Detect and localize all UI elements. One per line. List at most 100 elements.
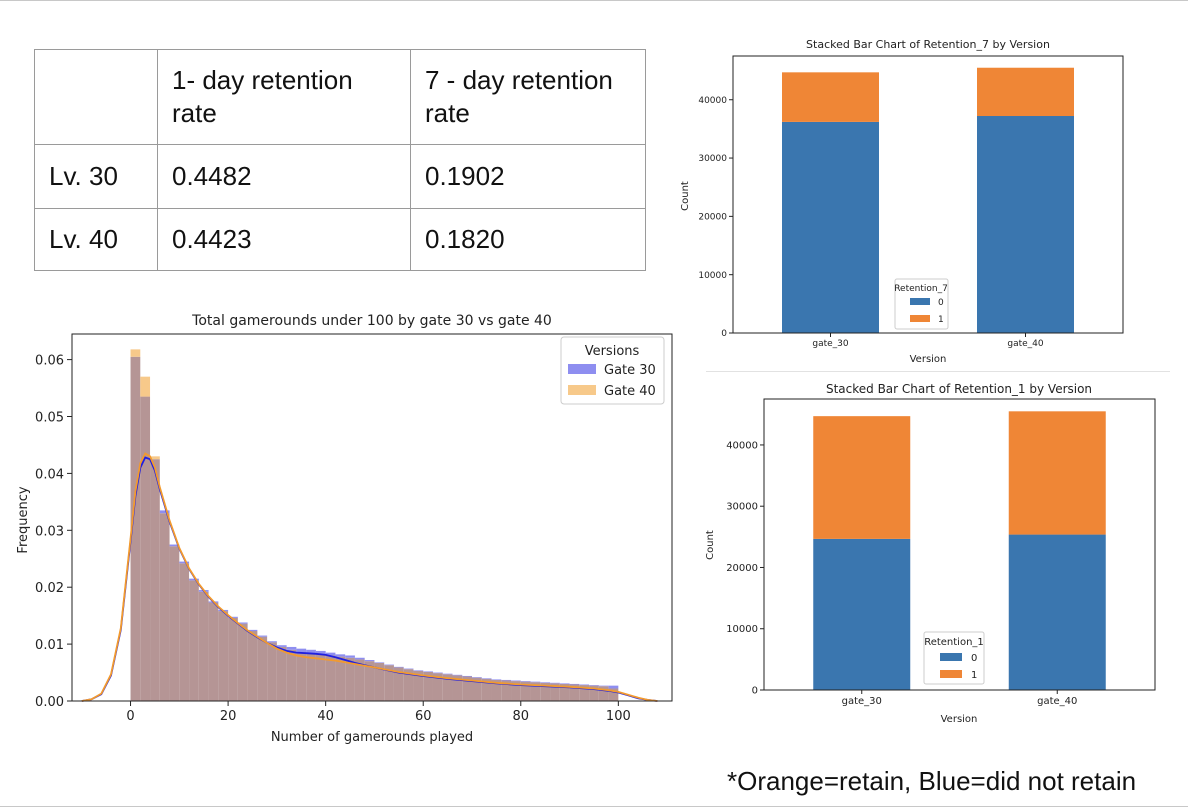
hist-bar-overlap	[511, 681, 521, 701]
legend-swatch-0	[910, 298, 930, 305]
hist-bar-gate30	[501, 679, 512, 681]
y-tick-label: 40000	[698, 96, 727, 106]
bar-segment-0	[782, 121, 879, 333]
hist-legend: Versions Gate 30 Gate 40	[560, 336, 665, 405]
r7-plot-area: gate_30 gate_40 0 10000 20000 30000 40000	[698, 55, 1124, 349]
hist-bar-gate30	[540, 682, 551, 683]
hist-bar-overlap	[384, 665, 394, 701]
hist-bar-gate30	[403, 668, 414, 670]
hist-plot-area: 0 20 40 60 80 100 0.00 0.01 0.02 0.03 0.04 0.05 0.06	[35, 333, 673, 724]
y-tick-label: 20000	[726, 563, 758, 574]
hist-bar-overlap	[530, 682, 541, 701]
hist-bar-gate30	[452, 674, 463, 676]
x-tick-label: gate_40	[1007, 339, 1044, 349]
row-label: Lv. 30	[34, 144, 158, 209]
hist-bar-gate30	[345, 655, 355, 658]
hist-bar-gate30	[335, 654, 346, 657]
hist-bar-overlap	[442, 674, 453, 701]
retention-table: 1- day retention rate 7 - day retention …	[34, 49, 646, 271]
hist-bar-overlap	[140, 396, 151, 701]
hist-bar-gate30	[384, 664, 394, 666]
y-tick-label: 0.02	[35, 581, 64, 596]
hist-bar-overlap	[550, 683, 560, 701]
x-tick-label: 100	[606, 709, 631, 724]
x-tick-label: 80	[513, 709, 530, 724]
bar-segment-1	[813, 416, 911, 539]
header-1day: 1- day retention rate	[157, 49, 411, 145]
hist-bar-gate30	[276, 645, 287, 647]
r1-plot-area: gate_30 gate_40 0 10000 20000 30000 40000	[726, 398, 1156, 707]
bar-segment-1	[1008, 411, 1106, 535]
hist-bar-overlap	[501, 680, 512, 701]
hist-xlabel: Number of gamerounds played	[271, 730, 473, 745]
legend-swatch-gate40	[568, 385, 596, 395]
cell-value: 0.1902	[410, 144, 646, 209]
hist-bar-overlap	[579, 685, 590, 701]
hist-bar-overlap	[218, 611, 229, 701]
color-note: *Orange=retain, Blue=did not retain	[727, 766, 1137, 796]
chart-divider	[706, 371, 1170, 372]
y-tick-label: 0.04	[35, 467, 64, 482]
hist-bar-gate30	[325, 652, 336, 656]
hist-bar-overlap	[198, 591, 209, 701]
y-tick-label: 0.01	[35, 638, 64, 653]
hist-bar-gate30	[179, 561, 190, 564]
hist-bar-overlap	[354, 659, 365, 701]
hist-bar-gate30	[520, 681, 531, 682]
legend-title: Versions	[585, 344, 640, 359]
y-tick-label: 20000	[698, 213, 727, 223]
legend-label-1: 1	[938, 315, 944, 325]
x-tick-label: gate_30	[842, 696, 882, 707]
hist-bar-overlap	[335, 656, 346, 701]
hist-bar-overlap	[257, 636, 268, 701]
r1-xlabel: Version	[941, 714, 978, 725]
hist-bar-gate30	[589, 685, 599, 686]
hist-bar-gate30	[267, 641, 277, 643]
bar-segment-1	[782, 72, 879, 122]
axes-frame	[763, 398, 1156, 691]
hist-bar-gate30	[306, 649, 316, 654]
hist-bar-overlap	[423, 671, 433, 701]
r1-ylabel: Count	[705, 530, 716, 560]
hist-bar-gate30	[559, 683, 570, 684]
cell-value: 0.1820	[410, 208, 646, 271]
y-tick-label: 0	[721, 329, 727, 339]
r7-title: Stacked Bar Chart of Retention_7 by Vers…	[806, 38, 1050, 51]
legend-title: Retention_1	[924, 637, 984, 648]
table-row: Lv. 40 0.4423 0.1820	[34, 208, 646, 271]
hist-bar-overlap	[150, 459, 160, 701]
y-tick-label: 0.05	[35, 411, 64, 426]
axes-frame	[732, 55, 1124, 334]
y-tick-label: 0.00	[35, 695, 64, 710]
r7-xlabel: Version	[910, 354, 947, 365]
hist-bar-gate30	[247, 629, 258, 632]
r7-ylabel: Count	[680, 181, 691, 211]
x-tick-label: gate_40	[1037, 696, 1077, 707]
slide-top-border	[0, 0, 1188, 1]
x-tick-label: 40	[317, 709, 334, 724]
hist-title: Total gamerounds under 100 by gate 30 vs…	[191, 313, 552, 329]
hist-bar-overlap	[306, 653, 316, 701]
hist-bar-overlap	[315, 654, 326, 701]
kde-line-gate40	[81, 452, 658, 702]
hist-bar-overlap	[130, 356, 141, 701]
table-row: Lv. 30 0.4482 0.1902	[34, 144, 646, 209]
hist-bar-gate30	[374, 662, 385, 663]
header-7day: 7 - day retention rate	[410, 49, 646, 145]
legend-swatch-0	[940, 653, 962, 661]
hist-bar-overlap	[159, 513, 170, 701]
hist-bar-gate30	[569, 683, 580, 685]
legend-swatch-1	[910, 315, 930, 322]
hist-bar-gate30	[472, 677, 482, 678]
hist-bar-overlap	[452, 675, 463, 701]
bar-segment-1	[977, 67, 1074, 117]
legend-label-1: 1	[971, 670, 977, 681]
legend-label-gate40: Gate 40	[604, 384, 656, 399]
retention7-stacked-bar-chart: Stacked Bar Chart of Retention_7 by Vers…	[680, 38, 1124, 365]
x-tick-label: 20	[220, 709, 237, 724]
x-tick-label: gate_30	[812, 339, 849, 349]
y-tick-label: 40000	[726, 440, 758, 451]
hist-bar-gate30	[228, 616, 238, 618]
hist-bar-gate30	[296, 648, 307, 653]
hist-bar-overlap	[491, 679, 502, 701]
